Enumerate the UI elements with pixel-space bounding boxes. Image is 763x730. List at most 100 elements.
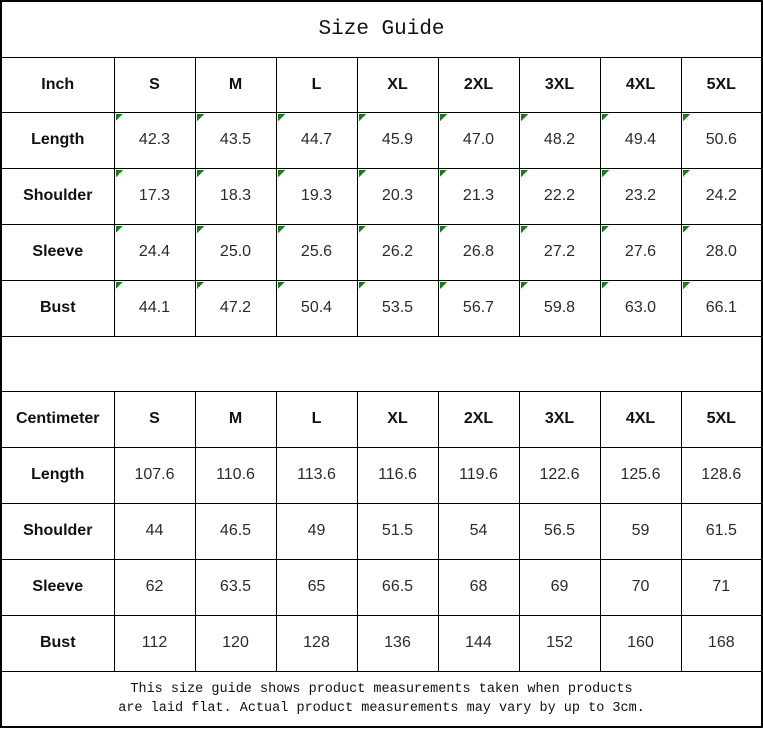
cell-value: 42.3 <box>138 131 171 148</box>
measurement-cell: 113.6 <box>275 446 358 504</box>
measurement-cell: 51.5 <box>356 502 439 560</box>
measurement-cell: 110.6 <box>194 446 277 504</box>
measurement-cell: 24.2 <box>680 167 763 225</box>
corner-flag-icon <box>358 281 366 289</box>
size-guide-title: Size Guide <box>0 0 763 58</box>
measurement-cell: 27.2 <box>518 223 601 281</box>
cell-value: 24.2 <box>705 187 737 204</box>
measurement-cell: 49 <box>275 502 358 560</box>
cm-length-row: Length 107.6 110.6 113.6 116.6 119.6 122… <box>0 446 763 504</box>
corner-flag-icon <box>277 281 285 289</box>
cell-value: 50.4 <box>300 299 333 316</box>
cell-value: 28.0 <box>705 243 737 260</box>
corner-flag-icon <box>682 225 690 233</box>
measurement-cell: 144 <box>437 614 520 672</box>
measurement-cell: 26.2 <box>356 223 439 281</box>
measurement-cell: 125.6 <box>599 446 682 504</box>
measurement-cell: 45.9 <box>356 111 439 169</box>
corner-flag-icon <box>115 281 123 289</box>
cell-value: 20.3 <box>381 187 414 204</box>
measurement-cell: 25.6 <box>275 223 358 281</box>
corner-flag-icon <box>277 113 285 121</box>
inch-row-label-sleeve: Sleeve <box>0 223 115 281</box>
cm-unit-header: Centimeter <box>0 390 115 448</box>
measurement-cell: 112 <box>113 614 196 672</box>
footer-note-line1: This size guide shows product measuremen… <box>130 681 633 697</box>
measurement-cell: 71 <box>680 558 763 616</box>
measurement-cell: 44.7 <box>275 111 358 169</box>
spacer-row <box>0 335 763 392</box>
measurement-cell: 62 <box>113 558 196 616</box>
cm-size-header-2xl: 2XL <box>437 390 520 448</box>
measurement-cell: 61.5 <box>680 502 763 560</box>
inch-sleeve-row: Sleeve 24.4 25.0 25.6 26.2 26.8 27.2 27.… <box>0 223 763 281</box>
measurement-cell: 54 <box>437 502 520 560</box>
measurement-cell: 17.3 <box>113 167 196 225</box>
corner-flag-icon <box>439 225 447 233</box>
measurement-cell: 21.3 <box>437 167 520 225</box>
cell-value: 44.7 <box>300 131 333 148</box>
measurement-cell: 136 <box>356 614 439 672</box>
measurement-cell: 128 <box>275 614 358 672</box>
inch-size-header-s: S <box>113 56 196 113</box>
corner-flag-icon <box>196 225 204 233</box>
measurement-cell: 19.3 <box>275 167 358 225</box>
measurement-cell: 20.3 <box>356 167 439 225</box>
measurement-cell: 24.4 <box>113 223 196 281</box>
inch-shoulder-row: Shoulder 17.3 18.3 19.3 20.3 21.3 22.2 2… <box>0 167 763 225</box>
cell-value: 25.6 <box>300 243 333 260</box>
cm-row-label-shoulder: Shoulder <box>0 502 115 560</box>
cell-value: 26.8 <box>462 243 495 260</box>
measurement-cell: 44.1 <box>113 279 196 337</box>
inch-size-header-2xl: 2XL <box>437 56 520 113</box>
inch-size-header-m: M <box>194 56 277 113</box>
corner-flag-icon <box>358 113 366 121</box>
corner-flag-icon <box>520 281 528 289</box>
corner-flag-icon <box>439 281 447 289</box>
cell-value: 50.6 <box>705 131 737 148</box>
measurement-cell: 59 <box>599 502 682 560</box>
corner-flag-icon <box>358 225 366 233</box>
footer-note: This size guide shows product measuremen… <box>0 670 763 728</box>
measurement-cell: 42.3 <box>113 111 196 169</box>
inch-row-label-bust: Bust <box>0 279 115 337</box>
cell-value: 25.0 <box>219 243 252 260</box>
measurement-cell: 168 <box>680 614 763 672</box>
cell-value: 63.0 <box>624 299 657 316</box>
measurement-cell: 56.7 <box>437 279 520 337</box>
measurement-cell: 27.6 <box>599 223 682 281</box>
measurement-cell: 66.5 <box>356 558 439 616</box>
cm-row-label-bust: Bust <box>0 614 115 672</box>
measurement-cell: 25.0 <box>194 223 277 281</box>
corner-flag-icon <box>520 113 528 121</box>
cell-value: 27.6 <box>624 243 657 260</box>
measurement-cell: 160 <box>599 614 682 672</box>
inch-row-label-length: Length <box>0 111 115 169</box>
measurement-cell: 152 <box>518 614 601 672</box>
inch-bust-row: Bust 44.1 47.2 50.4 53.5 56.7 59.8 63.0 … <box>0 279 763 337</box>
inch-unit-header: Inch <box>0 56 115 113</box>
cm-size-header-xl: XL <box>356 390 439 448</box>
cell-value: 17.3 <box>138 187 171 204</box>
inch-size-header-xl: XL <box>356 56 439 113</box>
measurement-cell: 119.6 <box>437 446 520 504</box>
cell-value: 47.2 <box>219 299 252 316</box>
measurement-cell: 46.5 <box>194 502 277 560</box>
measurement-cell: 66.1 <box>680 279 763 337</box>
measurement-cell: 128.6 <box>680 446 763 504</box>
cm-header-row: Centimeter S M L XL 2XL 3XL 4XL 5XL <box>0 390 763 448</box>
cell-value: 19.3 <box>300 187 333 204</box>
measurement-cell: 44 <box>113 502 196 560</box>
measurement-cell: 18.3 <box>194 167 277 225</box>
corner-flag-icon <box>601 169 609 177</box>
measurement-cell: 63.0 <box>599 279 682 337</box>
measurement-cell: 120 <box>194 614 277 672</box>
cm-size-header-s: S <box>113 390 196 448</box>
inch-size-header-4xl: 4XL <box>599 56 682 113</box>
cell-value: 56.7 <box>462 299 495 316</box>
cell-value: 49.4 <box>624 131 657 148</box>
cm-shoulder-row: Shoulder 44 46.5 49 51.5 54 56.5 59 61.5 <box>0 502 763 560</box>
cell-value: 53.5 <box>381 299 414 316</box>
measurement-cell: 50.4 <box>275 279 358 337</box>
measurement-cell: 53.5 <box>356 279 439 337</box>
